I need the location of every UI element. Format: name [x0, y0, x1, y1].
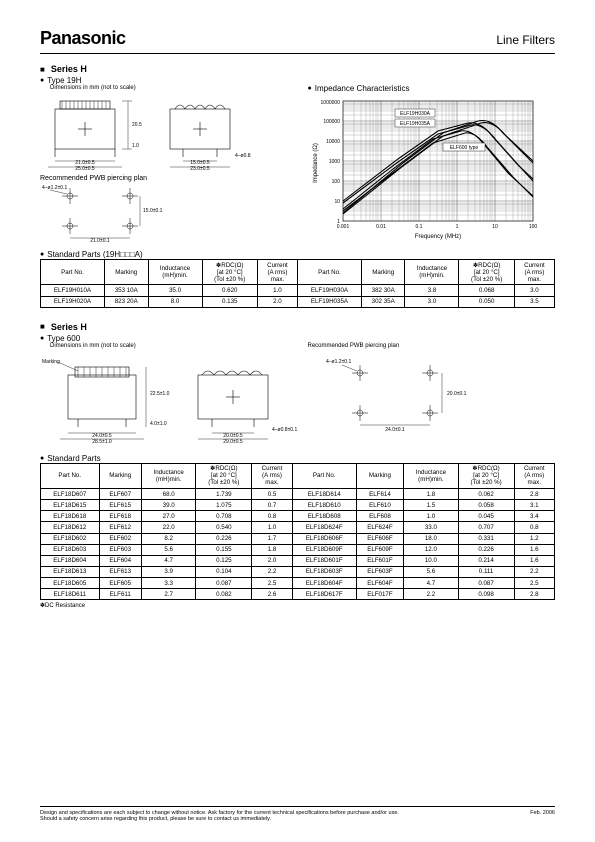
- table-header: Inductance (mH)min.: [405, 260, 459, 285]
- table-header: ✽RDC(Ω) [at 20 °C] (Tol ±20 %): [202, 260, 257, 285]
- svg-text:Marking: Marking: [42, 359, 60, 365]
- brand-logo: Panasonic: [40, 28, 126, 49]
- svg-text:22.5±1.0: 22.5±1.0: [150, 391, 170, 397]
- type19h-pwb-plan: 4–ø1.2±0.1 21.0±0.1 15.0±0.1: [40, 184, 180, 244]
- svg-text:ELF19H030A: ELF19H030A: [399, 111, 430, 117]
- section2-type: Type 600: [40, 334, 555, 343]
- table-header: Part No.: [41, 260, 105, 285]
- table-row: ELF18D613ELF6133.90.1042.2ELF18D603FELF6…: [41, 566, 555, 577]
- type19h-dimension-drawing: 21.0±0.5 25.0±0.5 20.5 1.0 15.0±0.5 23.0…: [40, 91, 280, 171]
- svg-text:Frequency (MHz): Frequency (MHz): [414, 234, 460, 240]
- table-row: ELF19H010A353 10A35.00.6201.0ELF19H030A3…: [41, 285, 555, 296]
- svg-text:ELF600 type: ELF600 type: [449, 145, 478, 151]
- table-header: Inductance (mH)min.: [148, 260, 202, 285]
- footer-date: Feb. 2006: [530, 810, 555, 822]
- svg-text:20.0±0.1: 20.0±0.1: [447, 391, 467, 397]
- svg-text:23.0±0.5: 23.0±0.5: [190, 166, 210, 171]
- section2-series: Series H: [40, 322, 555, 332]
- table-row: ELF18D618ELF61827.00.7080.8ELF18D608ELF6…: [41, 511, 555, 522]
- table-header: Part No.: [297, 260, 361, 285]
- footer-disclaimer: Design and specifications are each subje…: [40, 810, 399, 822]
- table-header: ✽RDC(Ω) [at 20 °C] (Tol ±20 %): [458, 463, 514, 488]
- svg-text:25.0±0.5: 25.0±0.5: [75, 166, 95, 171]
- table-header: ✽RDC(Ω) [at 20 °C] (Tol ±20 %): [196, 463, 252, 488]
- type600-pwb-plan: 4–ø1.2±0.1 24.0±0.1 20.0±0.1: [320, 355, 480, 435]
- table-row: ELF19H020A823 20A8.00.1352.0ELF19H035A30…: [41, 296, 555, 307]
- svg-text:100: 100: [331, 179, 340, 185]
- pwb-label-1: Recommended PWB piercing plan: [40, 175, 288, 182]
- svg-text:10000: 10000: [326, 139, 340, 145]
- table-header: Current (A rms) max.: [514, 260, 554, 285]
- table-header: Part No.: [292, 463, 356, 488]
- page-header: Panasonic Line Filters: [40, 28, 555, 54]
- doc-title: Line Filters: [496, 33, 555, 47]
- svg-text:4–ø1.2±0.1: 4–ø1.2±0.1: [42, 185, 67, 191]
- svg-text:100000: 100000: [323, 119, 340, 125]
- page-footer: Design and specifications are each subje…: [40, 806, 555, 822]
- svg-text:10: 10: [334, 199, 340, 205]
- pwb-label-2: Recommended PWB piercing plan: [308, 343, 556, 349]
- svg-text:100: 100: [528, 224, 537, 230]
- svg-text:20.5: 20.5: [132, 122, 142, 128]
- table1-title: Standard Parts (19H□□□A): [40, 250, 555, 259]
- svg-text:0.1: 0.1: [415, 224, 422, 230]
- svg-text:4.0±1.0: 4.0±1.0: [150, 421, 167, 427]
- svg-text:ELF19H035A: ELF19H035A: [399, 121, 430, 127]
- table2-title: Standard Parts: [40, 454, 555, 463]
- table-row: ELF18D603ELF6035.60.1551.8ELF18D609FELF6…: [41, 544, 555, 555]
- table-header: Marking: [104, 260, 148, 285]
- section1-type: Type 19H: [40, 76, 288, 85]
- standard-parts-table-19h: Part No.MarkingInductance (mH)min.✽RDC(Ω…: [40, 259, 555, 308]
- table-header: Marking: [361, 260, 405, 285]
- table-header: Current (A rms) max.: [252, 463, 292, 488]
- table-row: ELF18D604ELF6044.70.1252.0ELF18D601FELF6…: [41, 555, 555, 566]
- table-row: ELF18D602ELF6028.20.2261.7ELF18D606FELF6…: [41, 533, 555, 544]
- impedance-chart: ELF19H030A ELF19H035A ELF600 type 0.001 …: [308, 93, 548, 243]
- section1-series: Series H: [40, 64, 555, 74]
- type600-dimension-drawing: Marking 24.0±0.5 28.5±1.0 22.5±1.0 4.0±1…: [40, 355, 300, 450]
- standard-parts-table-600: Part No.MarkingInductance (mH)min.✽RDC(Ω…: [40, 463, 555, 601]
- table-header: Current (A rms) max.: [257, 260, 297, 285]
- table-header: Part No.: [41, 463, 100, 488]
- table-header: Marking: [99, 463, 141, 488]
- svg-text:4–ø1.2±0.1: 4–ø1.2±0.1: [326, 359, 351, 365]
- svg-text:4–ø0.8±0.1: 4–ø0.8±0.1: [272, 427, 297, 433]
- svg-text:1: 1: [455, 224, 458, 230]
- svg-text:1: 1: [337, 219, 340, 225]
- svg-text:1000000: 1000000: [320, 100, 340, 106]
- svg-text:21.0±0.1: 21.0±0.1: [90, 238, 110, 244]
- svg-text:29.0±0.5: 29.0±0.5: [223, 439, 243, 445]
- svg-text:15.0±0.1: 15.0±0.1: [143, 208, 163, 214]
- svg-text:1.0: 1.0: [132, 143, 139, 149]
- svg-text:10: 10: [492, 224, 498, 230]
- table-row: ELF18D605ELF6053.30.0872.5ELF18D604FELF6…: [41, 578, 555, 589]
- table-header: Current (A rms) max.: [514, 463, 554, 488]
- dc-resistance-footnote: ✽DC Resistance: [40, 602, 555, 609]
- svg-text:28.5±1.0: 28.5±1.0: [92, 439, 112, 445]
- table-header: ✽RDC(Ω) [at 20 °C] (Tol ±20 %): [459, 260, 514, 285]
- section2-dim-note: Dimensions in mm (not to scale): [50, 343, 288, 349]
- svg-text:Impedance (Ω): Impedance (Ω): [313, 143, 319, 183]
- table-row: ELF18D607ELF60768.01.7390.5ELF18D614ELF6…: [41, 489, 555, 500]
- table-row: ELF18D615ELF61539.01.0750.7ELF18D610ELF6…: [41, 500, 555, 511]
- svg-text:24.0±0.1: 24.0±0.1: [385, 427, 405, 433]
- svg-text:1000: 1000: [328, 159, 339, 165]
- table-header: Inductance (mH)min.: [141, 463, 195, 488]
- table-row: ELF18D612ELF61222.00.5401.0ELF18D624FELF…: [41, 522, 555, 533]
- svg-text:0.01: 0.01: [376, 224, 386, 230]
- table-row: ELF18D611ELF6112.70.0822.6ELF18D617FELF0…: [41, 589, 555, 600]
- table-header: Inductance (mH)min.: [404, 463, 458, 488]
- impedance-title: Impedance Characteristics: [308, 84, 556, 93]
- table-header: Marking: [356, 463, 403, 488]
- svg-text:4–ø0.8: 4–ø0.8: [235, 153, 251, 159]
